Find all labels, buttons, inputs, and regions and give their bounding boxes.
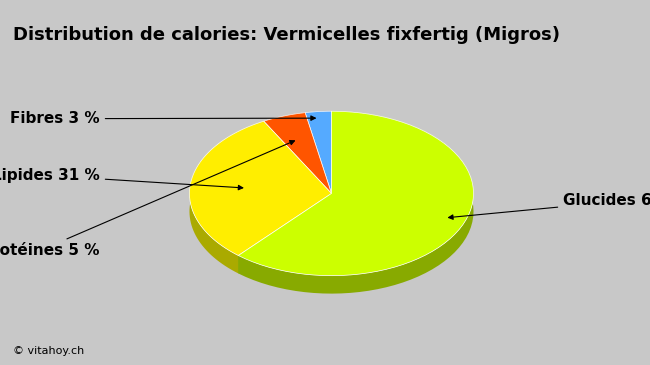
Polygon shape — [264, 113, 305, 139]
Polygon shape — [264, 113, 332, 193]
Polygon shape — [239, 193, 332, 273]
Polygon shape — [239, 111, 473, 293]
Text: Distribution de calories: Vermicelles fixfertig (Migros): Distribution de calories: Vermicelles fi… — [13, 26, 560, 43]
Polygon shape — [239, 111, 473, 276]
Text: Lipides 31 %: Lipides 31 % — [0, 168, 242, 190]
Polygon shape — [305, 113, 332, 211]
Text: Protéines 5 %: Protéines 5 % — [0, 141, 294, 258]
Polygon shape — [264, 121, 332, 211]
Polygon shape — [305, 111, 332, 131]
Polygon shape — [239, 193, 332, 273]
Text: © vitahoy.ch: © vitahoy.ch — [13, 346, 84, 356]
Text: Fibres 3 %: Fibres 3 % — [10, 111, 315, 126]
Polygon shape — [190, 121, 332, 255]
Polygon shape — [305, 113, 332, 211]
Polygon shape — [190, 121, 264, 273]
Polygon shape — [305, 111, 332, 193]
Text: Glucides 62 %: Glucides 62 % — [448, 193, 650, 219]
Polygon shape — [264, 121, 332, 211]
